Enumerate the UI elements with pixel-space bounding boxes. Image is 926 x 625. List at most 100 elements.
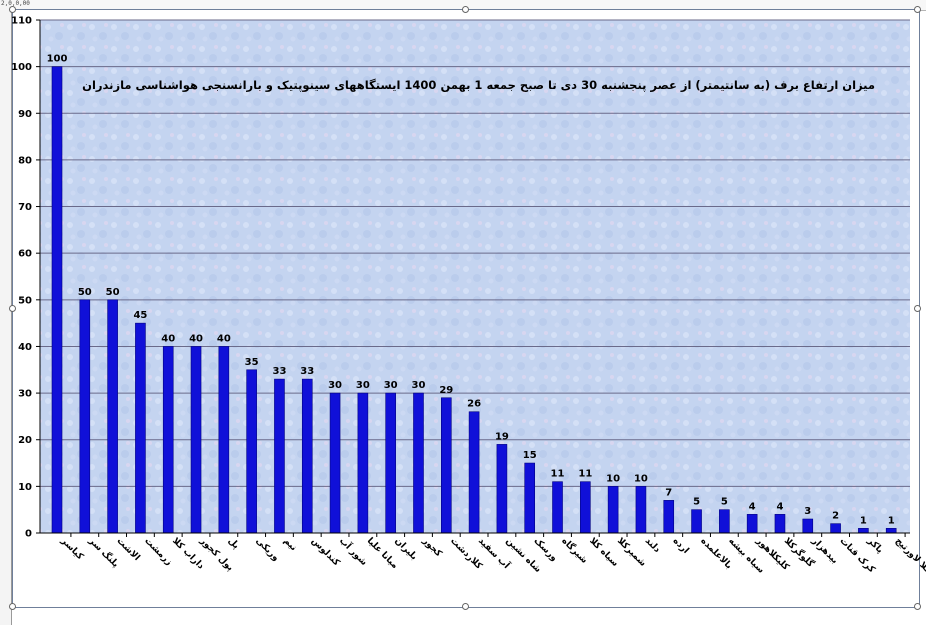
bar[interactable] <box>107 299 118 534</box>
bar-value-label: 3 <box>804 506 811 517</box>
x-category-label: کیاسر <box>58 535 85 562</box>
x-category-label: نیم <box>281 536 298 553</box>
y-tick-label: 110 <box>11 16 32 27</box>
bar[interactable] <box>468 411 480 534</box>
resize-handle-bottom-left[interactable] <box>9 603 16 610</box>
bar[interactable] <box>440 397 452 534</box>
bar-value-label: 100 <box>47 54 68 65</box>
bar[interactable] <box>746 514 758 534</box>
x-category-label: پل <box>226 536 241 551</box>
bar[interactable] <box>774 514 786 534</box>
bar-value-label: 4 <box>776 501 783 512</box>
x-category-label: پاکر <box>865 535 885 555</box>
y-tick-label: 60 <box>18 249 32 260</box>
ruler-corner-label: 2,0,0,00 <box>1 0 30 7</box>
resize-handle-top-left[interactable] <box>9 6 16 13</box>
bar-value-label: 10 <box>606 473 620 484</box>
bar[interactable] <box>635 486 647 534</box>
y-tick-label: 70 <box>18 202 32 213</box>
bar-value-label: 1 <box>860 515 867 526</box>
bar-value-label: 30 <box>384 380 398 391</box>
x-category-label: ارده <box>671 536 691 556</box>
bar[interactable] <box>580 481 591 534</box>
x-category-label: ورسک <box>532 536 559 563</box>
vertical-ruler <box>0 0 12 625</box>
bar-value-label: 40 <box>217 333 231 344</box>
y-tick-label: 100 <box>11 62 32 73</box>
bar-value-label: 40 <box>189 333 203 344</box>
resize-handle-bottom-right[interactable] <box>914 603 921 610</box>
bar-value-label: 30 <box>412 380 426 391</box>
bar[interactable] <box>413 392 424 534</box>
bar[interactable] <box>274 378 285 534</box>
bar-value-label: 15 <box>523 450 537 461</box>
bar[interactable] <box>162 346 174 534</box>
x-category-label: وریکی <box>254 536 281 563</box>
bar-value-label: 30 <box>328 380 342 391</box>
x-category-label: شیرگاه <box>559 535 590 566</box>
y-tick-label: 40 <box>18 342 32 353</box>
bar[interactable] <box>552 481 563 534</box>
bar-value-label: 2 <box>832 511 839 522</box>
bar-value-label: 26 <box>467 399 481 410</box>
y-tick-label: 50 <box>18 295 32 306</box>
y-tick-label: 30 <box>18 389 32 400</box>
bar-value-label: 5 <box>721 497 728 508</box>
x-category-label: رئیس کلا لاورتیج <box>893 536 926 596</box>
resize-handle-left[interactable] <box>9 305 16 312</box>
resize-handle-bottom[interactable] <box>462 603 469 610</box>
bar-value-label: 50 <box>78 287 92 298</box>
bar[interactable] <box>79 299 91 534</box>
bar-value-label: 40 <box>161 333 175 344</box>
x-category-label: زرمشت <box>142 536 174 568</box>
x-category-label: شمیرکلا <box>615 536 648 569</box>
bar-value-label: 30 <box>356 380 370 391</box>
bar[interactable] <box>190 346 202 534</box>
bar[interactable] <box>885 528 897 534</box>
resize-handle-top[interactable] <box>462 6 469 13</box>
bar-value-label: 1 <box>888 515 895 526</box>
x-category-label: بلیران <box>393 536 419 562</box>
bar[interactable] <box>301 378 313 534</box>
bar-value-label: 50 <box>106 287 120 298</box>
bar[interactable] <box>329 392 341 534</box>
resize-handle-top-right[interactable] <box>914 6 921 13</box>
x-category-label: کندلوس <box>309 536 342 569</box>
x-category-label: شور آب <box>337 535 370 568</box>
bar[interactable] <box>663 500 675 534</box>
y-tick-label: 0 <box>25 529 32 540</box>
bar[interactable] <box>218 346 230 534</box>
chart-title: میزان ارتفاع برف (به سانتیمتر) از عصر پن… <box>82 78 875 92</box>
y-tick-label: 80 <box>18 155 32 166</box>
y-tick-label: 90 <box>18 109 32 120</box>
bar[interactable] <box>357 392 369 534</box>
bar[interactable] <box>830 523 841 534</box>
bar-value-label: 33 <box>272 366 286 377</box>
x-category-label: کجور <box>420 535 444 559</box>
bar[interactable] <box>719 509 730 534</box>
y-tick-label: 10 <box>18 482 32 493</box>
bar[interactable] <box>496 444 508 534</box>
bar-value-label: 11 <box>578 469 592 480</box>
bar-value-label: 19 <box>495 431 509 442</box>
x-category-label: الاشت <box>114 536 141 563</box>
bar[interactable] <box>51 66 63 534</box>
bar[interactable] <box>385 392 396 534</box>
bar[interactable] <box>135 322 146 534</box>
x-category-label: پلنگ سر <box>86 534 122 570</box>
bar[interactable] <box>524 462 536 534</box>
bar[interactable] <box>246 369 257 534</box>
bar-value-label: 45 <box>133 310 147 321</box>
bar-value-label: 7 <box>665 487 672 498</box>
bar[interactable] <box>607 486 619 534</box>
bar-value-label: 35 <box>245 357 259 368</box>
bar-value-label: 33 <box>300 366 314 377</box>
bar-value-label: 5 <box>693 497 700 508</box>
bar[interactable] <box>691 509 702 534</box>
resize-handle-right[interactable] <box>914 305 921 312</box>
bar[interactable] <box>858 528 869 534</box>
x-category-label: سیاه کلا <box>587 536 620 569</box>
y-tick-label: 20 <box>18 435 32 446</box>
bar[interactable] <box>802 518 814 534</box>
